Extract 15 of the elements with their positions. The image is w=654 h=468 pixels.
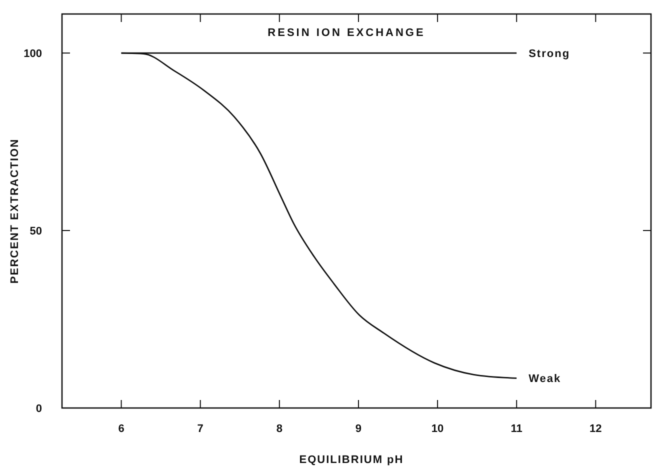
y-axis-title: PERCENT EXTRACTION: [9, 138, 21, 284]
y-tick-label: 100: [24, 48, 42, 60]
y-tick-label: 0: [36, 403, 42, 415]
y-tick-label: 50: [30, 226, 42, 238]
x-tick-label: 12: [590, 423, 602, 435]
text: RESIN ION EXCHANGE: [268, 27, 426, 39]
x-tick-label: 6: [118, 423, 124, 435]
x-tick-label: 11: [510, 423, 522, 435]
x-tick-label: 9: [355, 423, 362, 435]
x-tick-label: 7: [197, 423, 204, 435]
series-label: Strong: [528, 48, 570, 60]
series-label: Weak: [528, 373, 562, 386]
x-tick-label: 8: [276, 423, 282, 435]
x-axis-title: EQUILIBRIUM pH: [299, 454, 404, 466]
x-tick-label: 10: [431, 423, 444, 435]
